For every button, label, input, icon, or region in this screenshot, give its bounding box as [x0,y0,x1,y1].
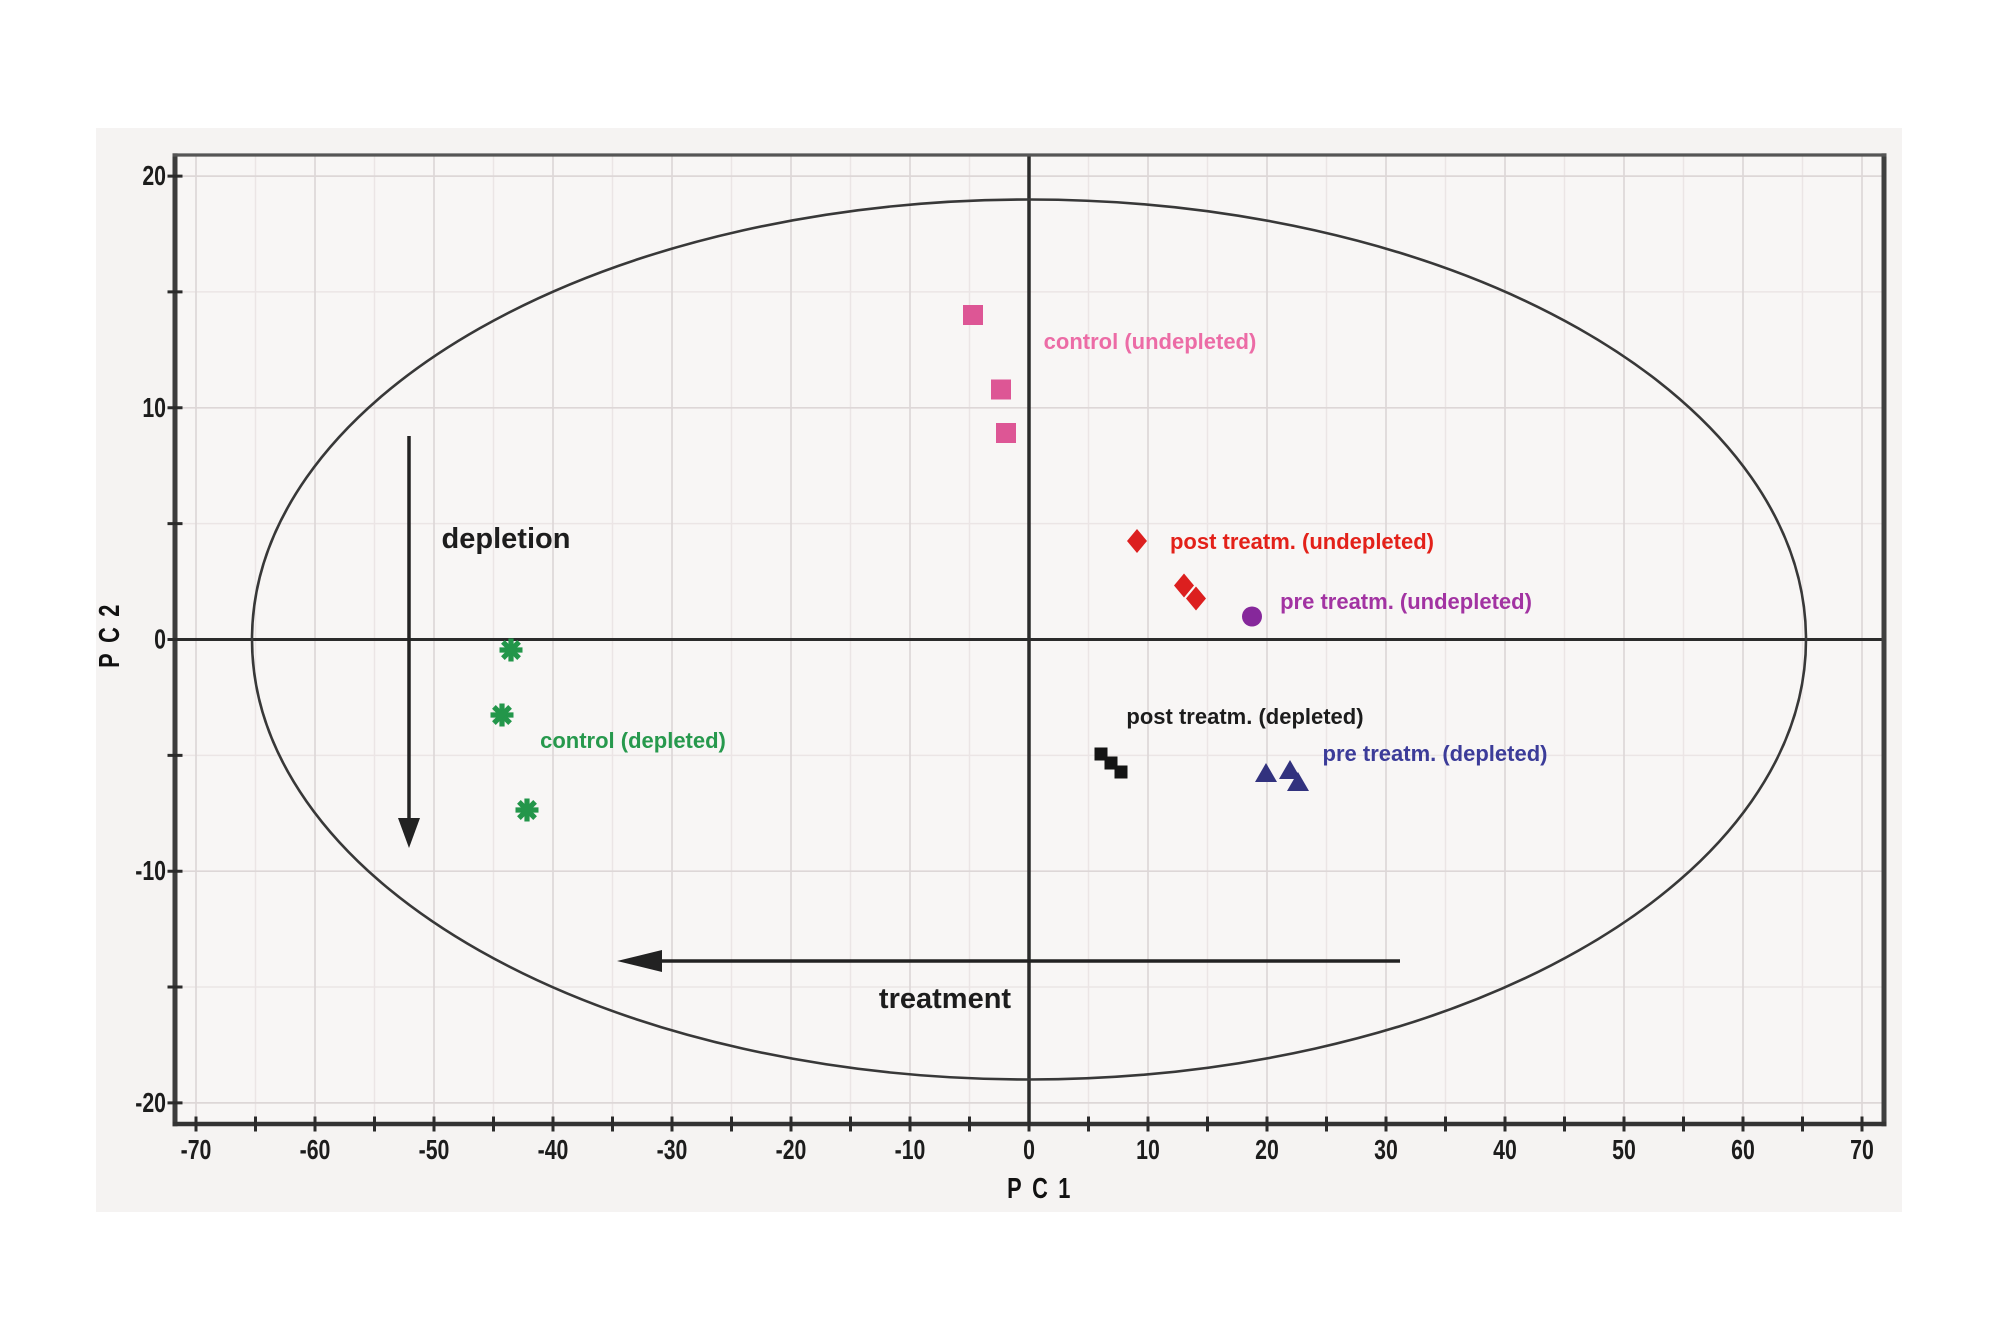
svg-text:70: 70 [1850,1134,1874,1166]
svg-text:20: 20 [1255,1134,1279,1166]
svg-text:20: 20 [142,160,166,192]
svg-text:-60: -60 [300,1134,331,1166]
svg-text:0: 0 [1023,1134,1035,1166]
svg-text:pre treatm. (depleted): pre treatm. (depleted) [1323,741,1548,766]
svg-text:-10: -10 [135,855,166,887]
svg-text:10: 10 [142,392,166,424]
svg-text:pre treatm. (undepleted): pre treatm. (undepleted) [1280,589,1532,614]
svg-text:treatment: treatment [879,983,1011,1015]
svg-text:control (undepleted): control (undepleted) [1044,329,1257,354]
svg-text:40: 40 [1493,1134,1517,1166]
svg-text:60: 60 [1731,1134,1755,1166]
svg-text:post treatm. (undepleted): post treatm. (undepleted) [1170,529,1434,554]
svg-text:PC2: PC2 [94,594,126,668]
svg-text:post treatm. (depleted): post treatm. (depleted) [1126,704,1363,729]
svg-text:30: 30 [1374,1134,1398,1166]
svg-text:control (depleted): control (depleted) [540,728,726,753]
svg-text:-50: -50 [419,1134,450,1166]
svg-text:10: 10 [1136,1134,1160,1166]
svg-text:-20: -20 [135,1087,166,1119]
svg-text:0: 0 [154,624,166,656]
svg-text:-40: -40 [538,1134,569,1166]
svg-text:50: 50 [1612,1134,1636,1166]
svg-text:PC1: PC1 [1007,1173,1081,1205]
svg-text:-30: -30 [657,1134,688,1166]
svg-text:-20: -20 [776,1134,807,1166]
svg-text:depletion: depletion [442,523,571,555]
svg-text:-70: -70 [181,1134,212,1166]
svg-text:-10: -10 [895,1134,926,1166]
